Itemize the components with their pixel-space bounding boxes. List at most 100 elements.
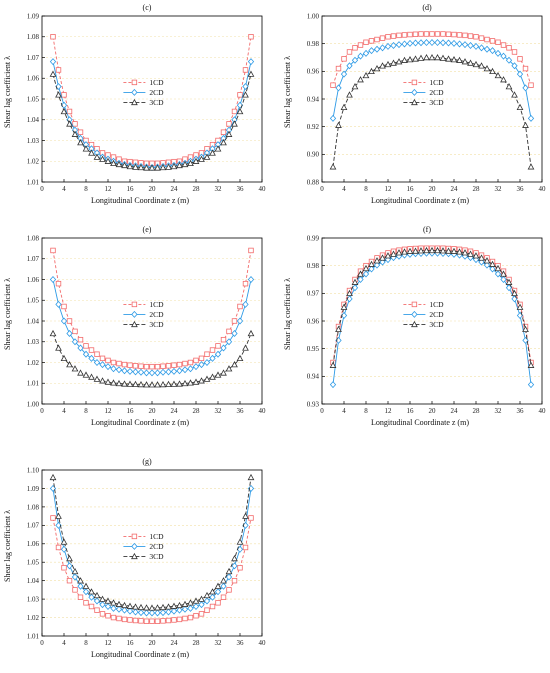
data-point <box>149 363 155 370</box>
data-point <box>461 249 469 256</box>
data-point <box>417 247 425 254</box>
data-point <box>192 157 200 164</box>
data-point <box>71 365 79 372</box>
data-point <box>60 545 68 553</box>
data-point <box>115 366 123 374</box>
x-tick-label: 20 <box>149 639 157 647</box>
data-point <box>494 49 502 57</box>
data-point <box>148 381 156 388</box>
y-tick-label: 0.96 <box>307 317 320 325</box>
data-point <box>171 362 177 368</box>
data-point <box>181 600 189 607</box>
data-point <box>527 163 535 170</box>
data-point <box>528 82 534 88</box>
data-point <box>55 512 62 519</box>
data-point <box>478 254 485 261</box>
data-point <box>406 39 414 47</box>
data-point <box>439 54 447 61</box>
data-point <box>82 145 90 152</box>
legend-marker <box>411 88 418 96</box>
y-tick-label: 1.02 <box>27 614 40 622</box>
plot-frame <box>321 15 543 183</box>
data-point <box>110 599 117 606</box>
data-point <box>362 270 370 278</box>
data-point <box>71 567 79 575</box>
data-point <box>489 260 496 267</box>
y-tick-label: 0.88 <box>307 178 320 186</box>
y-tick-label: 1.00 <box>307 12 320 20</box>
data-point <box>143 363 150 370</box>
data-point <box>357 76 364 83</box>
y-tick-label: 1.08 <box>27 33 40 41</box>
data-point <box>236 538 244 545</box>
x-tick-label: 0 <box>40 185 44 193</box>
data-point <box>489 67 496 75</box>
data-point <box>401 56 408 63</box>
data-point <box>483 65 491 72</box>
x-tick-label: 4 <box>342 407 346 415</box>
legend-marker <box>131 542 138 550</box>
data-point <box>55 544 62 551</box>
data-point <box>417 39 425 47</box>
data-point <box>82 350 90 358</box>
data-point <box>428 53 436 61</box>
series-2cd <box>49 276 255 377</box>
data-point <box>93 359 101 366</box>
data-point <box>396 32 402 39</box>
y-tick-label: 0.98 <box>307 40 320 48</box>
x-tick-label: 4 <box>342 185 346 193</box>
data-point <box>71 338 79 346</box>
data-point <box>406 247 414 254</box>
data-point <box>390 59 397 66</box>
data-point <box>77 139 84 146</box>
y-tick-label: 1.08 <box>27 234 40 242</box>
data-point <box>373 65 381 72</box>
series-3cd <box>49 473 255 611</box>
data-point <box>236 354 244 362</box>
data-point <box>220 582 227 590</box>
data-point <box>148 369 156 377</box>
data-point <box>522 65 529 72</box>
data-point <box>154 618 161 624</box>
data-point <box>148 604 156 611</box>
data-point <box>423 53 430 61</box>
data-point <box>71 130 79 137</box>
data-point <box>165 368 172 376</box>
data-point <box>116 615 122 622</box>
x-tick-label: 40 <box>539 185 547 193</box>
data-point <box>60 354 68 362</box>
legend-marker <box>131 320 138 328</box>
data-point <box>181 366 189 374</box>
data-point <box>467 33 474 39</box>
x-tick-label: 32 <box>495 407 503 415</box>
x-tick-label: 20 <box>429 185 437 193</box>
y-tick-label: 1.01 <box>27 632 40 640</box>
data-point <box>352 45 358 51</box>
data-point <box>154 609 161 617</box>
data-point <box>401 248 408 255</box>
data-point <box>505 83 513 90</box>
data-point <box>165 363 172 369</box>
data-point <box>511 49 518 55</box>
x-tick-label: 32 <box>215 185 223 193</box>
data-point <box>104 378 112 385</box>
data-point <box>187 599 194 606</box>
data-point <box>192 602 200 610</box>
data-point <box>522 84 529 92</box>
data-point <box>346 91 353 98</box>
plot-frame <box>41 237 263 405</box>
data-point <box>483 45 491 53</box>
data-point <box>66 554 73 562</box>
data-point <box>451 31 457 38</box>
data-point <box>434 39 441 47</box>
y-tick-label: 1.07 <box>27 255 40 263</box>
data-point <box>126 380 134 387</box>
data-point <box>335 121 342 128</box>
series-3cd <box>329 53 535 170</box>
series-2cd <box>329 39 535 122</box>
x-tick-label: 32 <box>495 185 503 193</box>
data-point <box>159 368 167 376</box>
series-1cd <box>50 247 254 370</box>
x-tick-label: 12 <box>105 639 113 647</box>
